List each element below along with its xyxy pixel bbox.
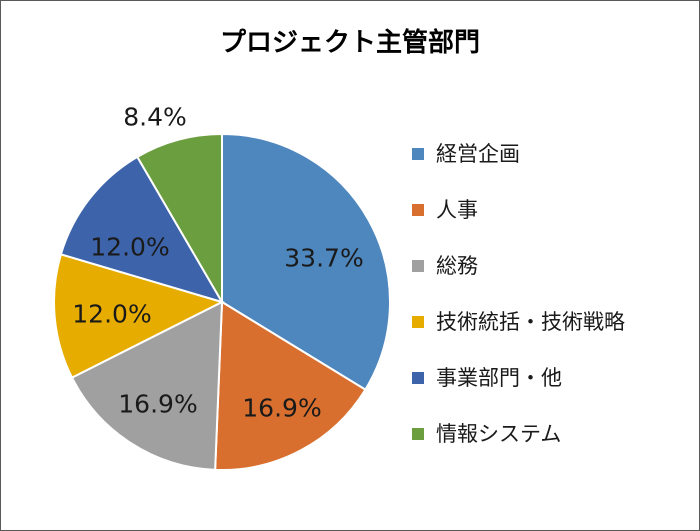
slice-data-label: 33.7% [284, 244, 363, 273]
legend-swatch [412, 148, 424, 160]
pie-slice [214, 300, 367, 471]
chart-title: プロジェクト主管部門 [219, 28, 480, 58]
pie-slice [59, 155, 225, 304]
slice-data-label: 12.0% [90, 233, 169, 262]
legend-item: 技術統括・技術戦略 [412, 308, 697, 364]
legend-label: 総務 [436, 254, 478, 278]
slice-data-label: 16.9% [242, 394, 321, 423]
legend-label: 人事 [436, 198, 478, 222]
legend-swatch [412, 428, 424, 440]
legend-swatch [412, 260, 424, 272]
legend-item: 経営企画 [412, 140, 697, 196]
legend-label: 技術統括・技術戦略 [436, 310, 625, 334]
slice-data-label: 12.0% [72, 300, 151, 329]
legend-swatch [412, 372, 424, 384]
legend-item: 情報システム [412, 420, 697, 476]
legend-item: 総務 [412, 252, 697, 308]
slice-data-label: 16.9% [118, 390, 197, 419]
pie-slice [221, 132, 391, 392]
pie-slice [135, 132, 223, 306]
legend-swatch [412, 204, 424, 216]
legend-label: 経営企画 [436, 142, 520, 166]
legend-label: 事業部門・他 [436, 366, 562, 390]
slice-data-label: 8.4% [123, 103, 187, 132]
legend-item: 人事 [412, 196, 697, 252]
pie-slice [70, 300, 224, 471]
pie-slice [53, 253, 225, 379]
legend-swatch [412, 316, 424, 328]
legend-label: 情報システム [436, 422, 562, 446]
legend: 経営企画人事総務技術統括・技術戦略 事業部門・他 情報システム [412, 140, 697, 476]
legend-item: 事業部門・他 [412, 364, 697, 420]
